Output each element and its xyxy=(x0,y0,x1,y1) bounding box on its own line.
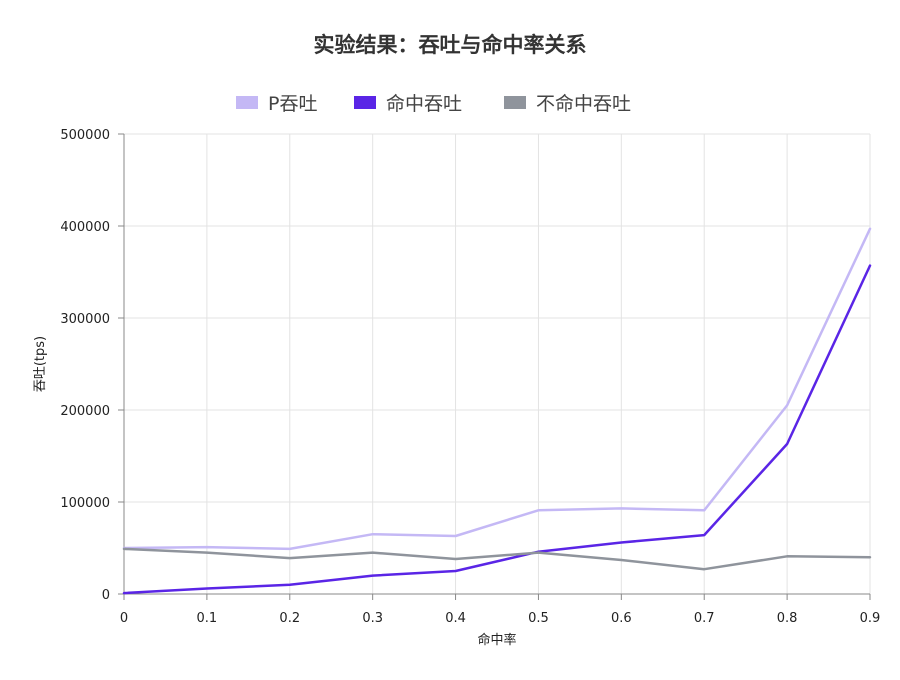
axes xyxy=(123,134,870,595)
series-lines xyxy=(122,227,872,595)
y-tick-label: 400000 xyxy=(60,220,110,235)
x-axis-label: 命中率 xyxy=(477,632,516,648)
x-tick-label: 0.2 xyxy=(279,611,300,626)
y-tick-label: 100000 xyxy=(60,496,110,511)
x-tick-label: 0.9 xyxy=(860,611,881,626)
y-tick-label: 0 xyxy=(102,588,110,603)
legend-swatch xyxy=(504,96,526,109)
legend-swatch xyxy=(236,96,258,109)
x-tick-label: 0.4 xyxy=(445,611,466,626)
legend-label: P吞吐 xyxy=(268,93,317,115)
y-axis-label: 吞吐(tps) xyxy=(33,336,48,392)
legend-swatch xyxy=(354,96,376,109)
legend: P吞吐 命中吞吐 不命中吞吐 xyxy=(236,93,631,115)
x-tick-label: 0.8 xyxy=(777,611,798,626)
legend-item[interactable]: P吞吐 xyxy=(236,93,317,115)
x-tick-label: 0 xyxy=(120,611,128,626)
y-axis-ticks: 0 100000 200000 300000 400000 500000 xyxy=(60,128,124,603)
series-line-1 xyxy=(122,264,872,595)
x-axis-ticks: 0 0.1 0.2 0.3 0.4 0.5 0.6 0.7 0.8 0.9 xyxy=(120,594,880,626)
series-line-0 xyxy=(122,227,872,551)
chart-title: 实验结果：吞吐与命中率关系 xyxy=(314,33,587,57)
y-tick-label: 500000 xyxy=(60,128,110,143)
legend-label: 命中吞吐 xyxy=(386,93,462,115)
y-tick-label: 300000 xyxy=(60,312,110,327)
gridlines xyxy=(124,133,871,594)
x-tick-label: 0.1 xyxy=(197,611,218,626)
series-line-2 xyxy=(122,547,872,571)
x-tick-label: 0.7 xyxy=(694,611,715,626)
y-tick-label: 200000 xyxy=(60,404,110,419)
legend-item[interactable]: 不命中吞吐 xyxy=(504,93,631,115)
legend-label: 不命中吞吐 xyxy=(536,93,631,115)
x-tick-label: 0.3 xyxy=(362,611,383,626)
x-tick-label: 0.6 xyxy=(611,611,632,626)
legend-item[interactable]: 命中吞吐 xyxy=(354,93,462,115)
x-tick-label: 0.5 xyxy=(528,611,549,626)
